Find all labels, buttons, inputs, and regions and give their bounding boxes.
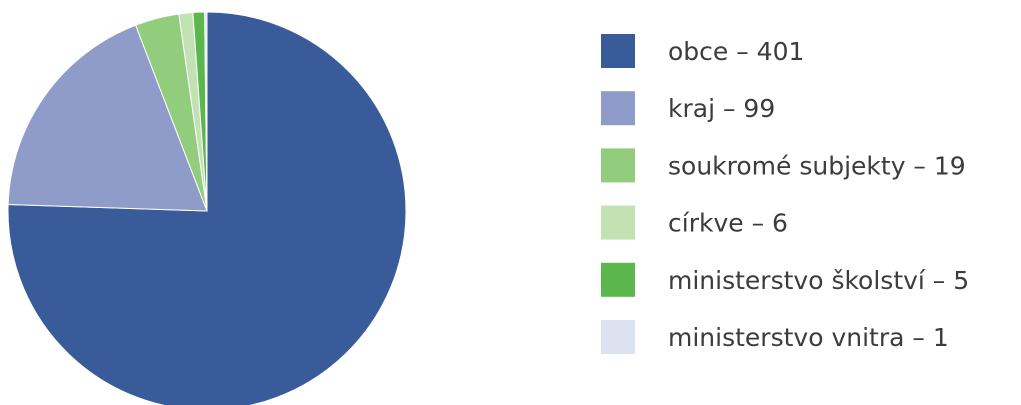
pie-slice-ministerstvo-vnitra: [204, 11, 208, 212]
pie-slices: [7, 11, 407, 405]
legend-label-ministerstvo-vnitra: ministerstvo vnitra – 1: [668, 323, 949, 352]
legend-swatch-obce: [601, 34, 635, 68]
legend-item-cirkve: církve – 6: [601, 205, 788, 240]
legend-swatch-ministerstvo-vnitra: [601, 320, 635, 354]
legend: obce – 401 kraj – 99 soukromé subjekty – 1…: [601, 34, 969, 354]
legend-label-kraj: kraj – 99: [668, 94, 775, 123]
legend-label-ministerstvo-skolstvi: ministerstvo školství – 5: [668, 266, 969, 295]
legend-swatch-cirkve: [601, 205, 635, 240]
legend-item-kraj: kraj – 99: [601, 91, 775, 126]
legend-swatch-kraj: [601, 91, 635, 126]
pie-slice-kraj: [7, 24, 208, 212]
legend-item-ministerstvo-skolstvi: ministerstvo školství – 5: [601, 262, 969, 297]
legend-item-ministerstvo-vnitra: ministerstvo vnitra – 1: [601, 320, 949, 354]
legend-swatch-soukrome-subjekty: [601, 148, 635, 183]
legend-item-obce: obce – 401: [601, 34, 804, 68]
legend-item-soukrome-subjekty: soukromé subjekty – 19: [601, 148, 966, 183]
legend-label-soukrome-subjekty: soukromé subjekty – 19: [668, 151, 966, 180]
legend-label-obce: obce – 401: [668, 37, 804, 66]
legend-label-cirkve: církve – 6: [668, 209, 788, 238]
legend-swatch-ministerstvo-skolstvi: [601, 262, 635, 297]
